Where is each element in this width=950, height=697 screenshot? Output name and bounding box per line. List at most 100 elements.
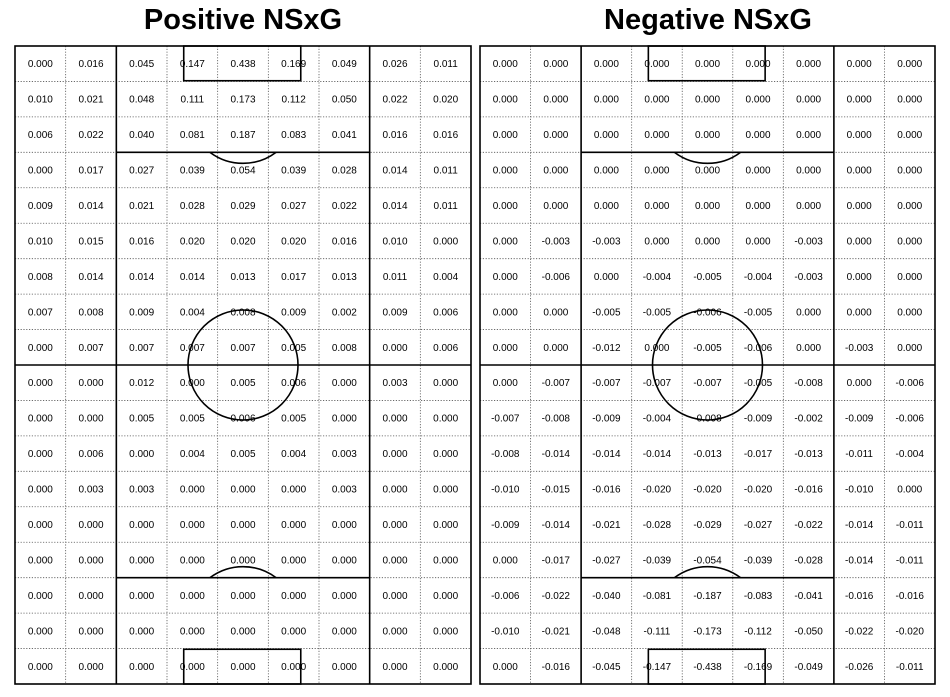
cell-value: -0.007 [643,378,672,389]
cell-value: -0.169 [744,662,773,673]
cell-value: 0.007 [180,343,205,354]
cell-value: 0.000 [594,59,619,70]
cell-value: 0.000 [543,59,568,70]
cell-value: 0.000 [796,59,821,70]
cell-value: 0.000 [382,662,407,673]
cell-value: -0.010 [845,485,874,496]
cell-value: 0.000 [897,485,922,496]
cell-value: 0.000 [28,626,53,637]
cell-value: 0.000 [897,130,922,141]
cell-value: 0.000 [382,449,407,460]
cell-value: 0.000 [28,166,53,177]
cell-value: -0.016 [592,485,621,496]
cell-value: 0.013 [230,272,255,283]
cell-value: 0.000 [594,130,619,141]
cell-value: 0.000 [433,626,458,637]
cell-value: 0.000 [129,591,154,602]
cell-value: 0.000 [382,520,407,531]
negative-panel: 0.000 0.000 0.000 0.000 0.000 0.000 0.000 0.000… [479,45,936,685]
cell-value: 0.000 [796,201,821,212]
cell-value: 0.000 [796,130,821,141]
cell-value: 0.000 [28,591,53,602]
cell-value: -0.007 [592,378,621,389]
penalty-arc-bottom [209,565,277,579]
cell-value: 0.000 [644,166,669,177]
cell-value: 0.000 [281,485,306,496]
cell-value: 0.007 [78,343,103,354]
cell-value: 0.000 [28,414,53,425]
cell-value: 0.000 [493,201,518,212]
cell-value: -0.009 [845,414,874,425]
cell-value: -0.022 [845,626,874,637]
cell-value: 0.039 [180,166,205,177]
cell-value: 0.000 [897,307,922,318]
cell-value: -0.040 [592,591,621,602]
cell-value: -0.008 [693,414,722,425]
cell-value: 0.083 [281,130,306,141]
cell-value: -0.008 [542,414,571,425]
cell-value: 0.010 [382,236,407,247]
cell-value: -0.187 [693,591,722,602]
cell-value: 0.000 [897,272,922,283]
cell-value: 0.000 [129,626,154,637]
cell-value: 0.016 [382,130,407,141]
cell-value: 0.000 [230,591,255,602]
cell-value: 0.000 [433,414,458,425]
cell-value: -0.014 [845,555,874,566]
cell-value: -0.041 [794,591,823,602]
cell-value: 0.000 [28,662,53,673]
cell-value: 0.000 [230,485,255,496]
cell-value: 0.000 [594,95,619,106]
cell-value: 0.000 [433,662,458,673]
cell-value: -0.003 [845,343,874,354]
penalty-arc-bottom [674,565,741,579]
cell-value: 0.006 [78,449,103,460]
cell-value: 0.012 [129,378,154,389]
cell-value: -0.013 [693,449,722,460]
cell-value: 0.000 [78,662,103,673]
cell-value: -0.020 [693,485,722,496]
cell-value: 0.000 [230,662,255,673]
cell-value: -0.009 [744,414,773,425]
cell-value: 0.004 [281,449,306,460]
penalty-arc-top [674,151,741,165]
cell-value: 0.009 [382,307,407,318]
cell-value: 0.021 [78,95,103,106]
cell-value: -0.016 [845,591,874,602]
cell-value: -0.004 [896,449,925,460]
cell-value: 0.000 [281,591,306,602]
cell-value: 0.000 [847,95,872,106]
cell-value: -0.006 [693,307,722,318]
cell-value: 0.027 [281,201,306,212]
cell-value: 0.000 [281,626,306,637]
cell-value: -0.009 [491,520,520,531]
cell-value: -0.081 [643,591,672,602]
cell-value: 0.003 [332,485,357,496]
cell-value: 0.000 [433,485,458,496]
cell-value: -0.017 [744,449,773,460]
cell-value: 0.006 [230,414,255,425]
cell-value: 0.000 [28,59,53,70]
cell-value: -0.020 [896,626,925,637]
cell-value: 0.000 [847,378,872,389]
cell-value: 0.048 [129,95,154,106]
cell-value: -0.039 [643,555,672,566]
cell-value: 0.000 [382,414,407,425]
cell-value: 0.000 [433,555,458,566]
cell-value: 0.000 [493,95,518,106]
cell-value: 0.003 [382,378,407,389]
cell-value: -0.054 [693,555,722,566]
cell-value: 0.000 [897,236,922,247]
cell-value: -0.003 [794,236,823,247]
cell-value: 0.000 [180,520,205,531]
cell-value: 0.017 [78,166,103,177]
cell-value: -0.007 [542,378,571,389]
cell-value: 0.000 [332,414,357,425]
cell-value: 0.000 [382,591,407,602]
cell-value: 0.000 [543,130,568,141]
cell-value: 0.000 [230,626,255,637]
cell-value: 0.000 [796,166,821,177]
cell-value: 0.003 [129,485,154,496]
cell-value: 0.011 [434,166,459,177]
